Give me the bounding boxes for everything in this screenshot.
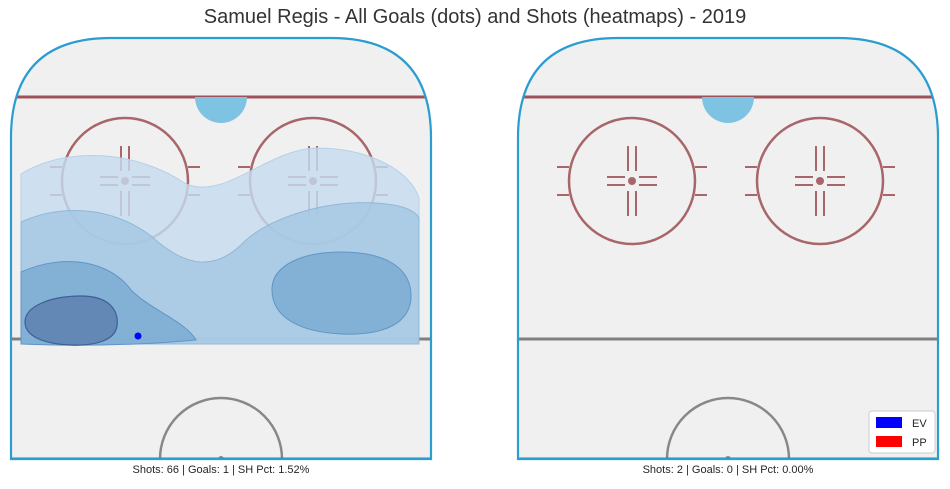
rink-panel-left [11, 38, 431, 489]
faceoff-dot [816, 177, 824, 185]
faceoff-dot [628, 177, 636, 185]
legend-swatch-pp [876, 436, 902, 447]
right-panel-caption: Shots: 2 | Goals: 0 | SH Pct: 0.00% [518, 464, 938, 476]
heat-level-3-right [272, 252, 411, 334]
legend-label-ev: EV [912, 418, 927, 430]
goal-dot-ev [135, 333, 142, 340]
left-panel-caption: Shots: 66 | Goals: 1 | SH Pct: 1.52% [11, 464, 431, 476]
legend: EV PP [869, 411, 935, 453]
legend-label-pp: PP [912, 437, 927, 449]
legend-swatch-ev [876, 417, 902, 428]
